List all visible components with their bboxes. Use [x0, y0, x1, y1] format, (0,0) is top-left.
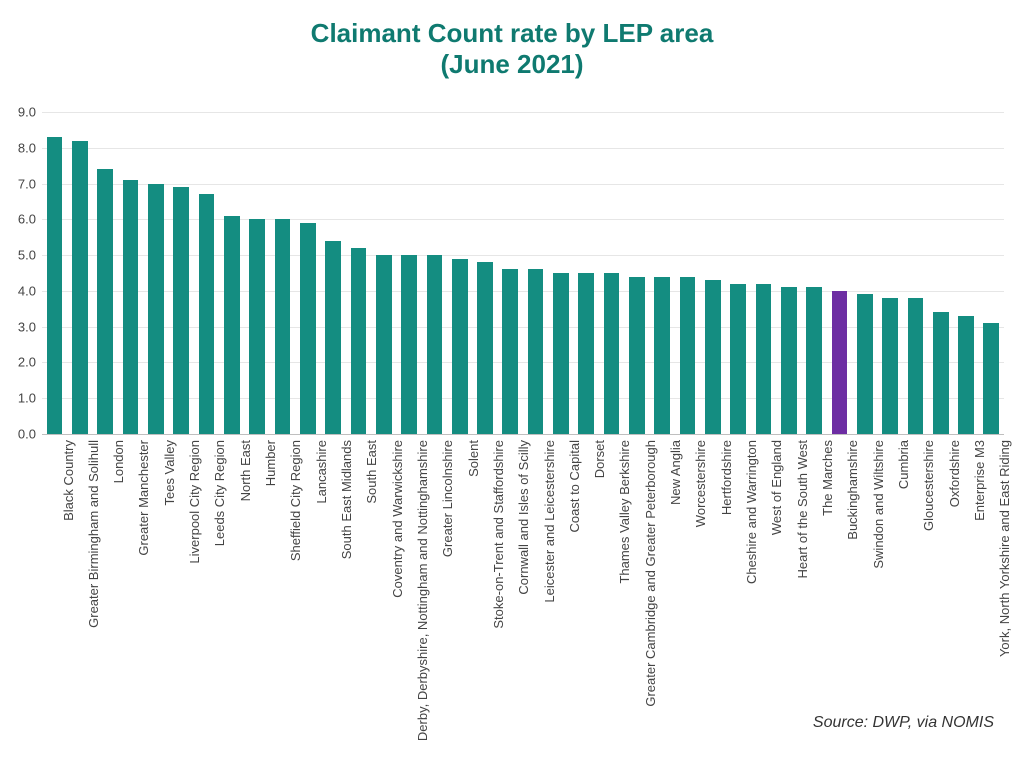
bar	[908, 298, 924, 434]
bar	[427, 255, 443, 434]
bar	[983, 323, 999, 434]
y-tick-label: 8.0	[18, 140, 36, 155]
x-tick-label: Tees Valley	[162, 440, 177, 506]
x-tick-label: New Anglia	[668, 440, 683, 505]
x-tick-label: London	[111, 440, 126, 483]
source-text: Source: DWP, via NOMIS	[813, 714, 994, 732]
x-tick-label: Black Country	[61, 440, 76, 521]
plot-area: 0.01.02.03.04.05.06.07.08.09.0Black Coun…	[42, 112, 1004, 434]
bar	[199, 194, 215, 434]
y-tick-label: 9.0	[18, 105, 36, 120]
bar	[578, 273, 594, 434]
x-tick-label: Derby, Derbyshire, Nottingham and Nottin…	[415, 440, 430, 741]
bar	[47, 137, 63, 434]
bar	[477, 262, 493, 434]
bar	[730, 284, 746, 434]
x-tick-label: Humber	[263, 440, 278, 486]
bar	[629, 277, 645, 434]
x-tick-label: South East Midlands	[339, 440, 354, 559]
y-tick-label: 5.0	[18, 248, 36, 263]
y-tick-label: 0.0	[18, 427, 36, 442]
x-tick-label: Cumbria	[896, 440, 911, 489]
bar	[123, 180, 139, 434]
x-tick-label: Lancashire	[314, 440, 329, 504]
x-tick-label: Buckinghamshire	[845, 440, 860, 540]
bar	[832, 291, 848, 434]
bar	[224, 216, 240, 434]
bar	[680, 277, 696, 434]
bar	[72, 141, 88, 434]
y-tick-label: 6.0	[18, 212, 36, 227]
x-tick-label: Dorset	[592, 440, 607, 478]
bar	[756, 284, 772, 434]
x-tick-label: Swindon and Wiltshire	[871, 440, 886, 569]
bar	[806, 287, 822, 434]
bar	[401, 255, 417, 434]
x-tick-label: Leicester and Leicestershire	[542, 440, 557, 603]
bar	[857, 294, 873, 434]
x-tick-label: North East	[238, 440, 253, 501]
x-tick-label: Leeds City Region	[212, 440, 227, 546]
bar	[300, 223, 316, 434]
x-tick-label: Greater Lincolnshire	[440, 440, 455, 557]
bar	[351, 248, 367, 434]
x-tick-label: Worcestershire	[693, 440, 708, 527]
bar	[452, 259, 468, 434]
bar	[325, 241, 341, 434]
bar	[604, 273, 620, 434]
bar	[654, 277, 670, 434]
x-tick-label: Cornwall and Isles of Scilly	[516, 440, 531, 595]
bar	[958, 316, 974, 434]
x-tick-label: Thames Valley Berkshire	[617, 440, 632, 584]
x-tick-label: Coventry and Warwickshire	[390, 440, 405, 598]
y-tick-label: 3.0	[18, 319, 36, 334]
x-tick-label: Sheffield City Region	[288, 440, 303, 561]
bar	[502, 269, 518, 434]
x-tick-label: Coast to Capital	[567, 440, 582, 533]
x-tick-label: Solent	[466, 440, 481, 477]
x-tick-label: Hertfordshire	[719, 440, 734, 515]
x-tick-label: South East	[364, 440, 379, 504]
chart-title-line2: (June 2021)	[0, 49, 1024, 80]
bar	[249, 219, 265, 434]
x-tick-label: York, North Yorkshire and East Riding	[997, 440, 1012, 657]
bar	[882, 298, 898, 434]
bar	[97, 169, 113, 434]
x-tick-label: West of England	[769, 440, 784, 535]
x-axis-line	[42, 434, 1004, 435]
bar	[781, 287, 797, 434]
x-tick-label: Heart of the South West	[795, 440, 810, 579]
y-tick-label: 4.0	[18, 283, 36, 298]
y-tick-label: 2.0	[18, 355, 36, 370]
chart-title: Claimant Count rate by LEP area (June 20…	[0, 0, 1024, 80]
x-tick-label: Greater Manchester	[136, 440, 151, 556]
bar	[553, 273, 569, 434]
x-tick-label: Oxfordshire	[947, 440, 962, 507]
bar	[148, 184, 164, 434]
y-tick-label: 1.0	[18, 391, 36, 406]
bar	[933, 312, 949, 434]
bar	[528, 269, 544, 434]
x-tick-label: Liverpool City Region	[187, 440, 202, 564]
gridline	[42, 184, 1004, 185]
x-tick-label: Stoke-on-Trent and Staffordshire	[491, 440, 506, 629]
y-tick-label: 7.0	[18, 176, 36, 191]
bar	[173, 187, 189, 434]
chart-title-line1: Claimant Count rate by LEP area	[0, 18, 1024, 49]
chart-container: Claimant Count rate by LEP area (June 20…	[0, 0, 1024, 768]
x-tick-label: Enterprise M3	[972, 440, 987, 521]
x-tick-label: Greater Birmingham and Solihull	[86, 440, 101, 628]
x-tick-label: The Marches	[820, 440, 835, 516]
bar	[275, 219, 291, 434]
gridline	[42, 112, 1004, 113]
bar	[376, 255, 392, 434]
x-tick-label: Gloucestershire	[921, 440, 936, 531]
x-tick-label: Greater Cambridge and Greater Peterborou…	[643, 440, 658, 707]
x-tick-label: Cheshire and Warrington	[744, 440, 759, 584]
gridline	[42, 148, 1004, 149]
bar	[705, 280, 721, 434]
